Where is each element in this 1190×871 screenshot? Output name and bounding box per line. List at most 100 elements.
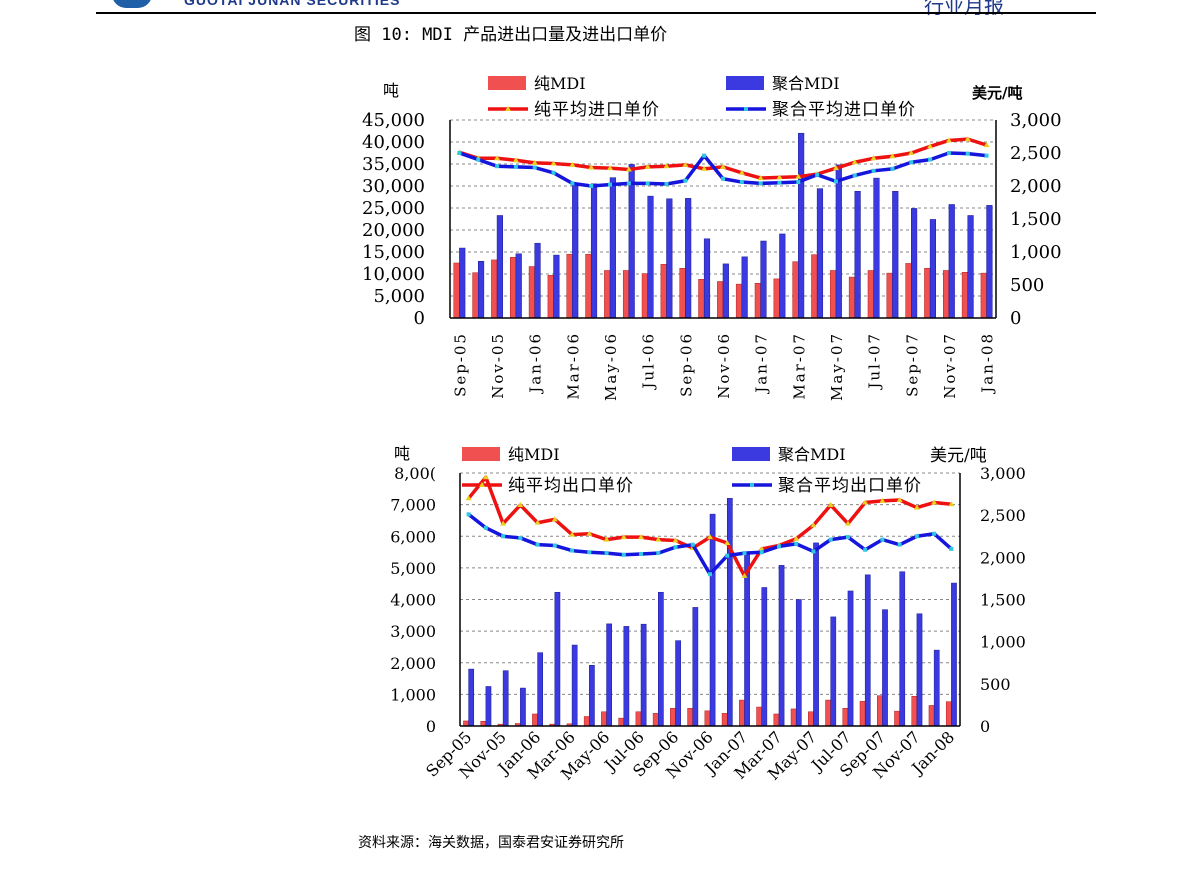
chart1-bar-pure (528, 266, 535, 319)
chart1-xtick-label: May-07 (828, 332, 846, 401)
chart2-marker-polymer (535, 542, 540, 547)
chart2-marker-pure (500, 520, 507, 526)
chart2-bar-polymer (864, 574, 871, 727)
chart1-bar-polymer (685, 198, 692, 319)
chart2-marker-pure (551, 516, 558, 522)
chart2-bar-polymer (606, 623, 612, 727)
chart1-ytick-right: 0 (1010, 308, 1021, 329)
chart2-marker-pure (810, 522, 817, 528)
chart2-ytick-left: 6,000 (390, 527, 436, 546)
chart2-bar-polymer (709, 513, 716, 727)
chart2-marker-pure (534, 519, 541, 525)
chart2-marker-pure (758, 545, 765, 551)
chart2-marker-pure (569, 531, 576, 537)
chart2-marker-pure (793, 535, 800, 541)
chart1-bar-pure (547, 275, 554, 319)
chart1-marker-pure (870, 155, 877, 161)
chart2-legend-label-pure-bar: 纯MDI (508, 445, 560, 464)
chart2-marker-pure (931, 499, 938, 505)
chart2-bar-pure (670, 708, 676, 727)
chart2-marker-pure (741, 572, 748, 578)
chart2-bar-pure (808, 711, 814, 727)
chart2-ylabel-left: 吨 (394, 444, 410, 463)
chart1-xtick-label: Jan-07 (753, 332, 771, 395)
chart1-ylabel-right: 美元/吨 (972, 84, 1022, 102)
chart2-bar-polymer (830, 616, 837, 727)
chart1-marker-polymer (702, 153, 707, 158)
chart2-legend-swatch-polymer-bar (732, 447, 770, 461)
chart1-xtick-label: Nov-05 (489, 332, 507, 399)
chart1-bar-polymer (722, 263, 729, 319)
chart2-ytick-right: 1,500 (980, 591, 1026, 610)
chart2-marker-polymer (708, 572, 712, 577)
chart2-marker-polymer (552, 543, 557, 548)
chart2-bar-pure (721, 713, 728, 727)
chart1-marker-pure (738, 169, 745, 175)
chart2-marker-polymer (725, 553, 730, 558)
chart1-marker-polymer (833, 179, 838, 184)
chart1-legend-label-pure-bar: 纯MDI (534, 74, 586, 93)
chart1-ytick-right: 500 (1010, 275, 1044, 296)
chart2-marker-polymer (932, 531, 937, 536)
chart1-marker-polymer (815, 172, 820, 177)
chart1-marker-polymer (495, 164, 500, 169)
chart1-bar-pure (472, 272, 479, 319)
chart1-bar-polymer (496, 215, 503, 319)
chart1-bar-pure (698, 279, 705, 319)
chart1-marker-polymer (909, 160, 914, 165)
chart1-bar-polymer (477, 260, 485, 319)
chart1-legend-label-polymer-line: 聚合平均进口单价 (772, 100, 916, 120)
chart2-ytick-right: 3,000 (980, 464, 1026, 483)
chart2-ytick-left: 7,000 (390, 496, 436, 515)
chart1-marker-polymer (946, 151, 951, 155)
chart2-ytick-left: 1,000 (390, 685, 436, 704)
chart1-bar-pure (792, 261, 799, 319)
chart2-marker-pure (586, 530, 593, 536)
chart2-legend-marker-pure (479, 482, 485, 487)
chart1-bar-polymer (911, 208, 918, 319)
chart2-bar-pure (928, 705, 935, 727)
chart2-ytick-left: 3,000 (390, 622, 436, 641)
chart1-bar-polymer (741, 256, 748, 319)
chart1-bar-pure (491, 259, 498, 319)
chart2-ytick-left: 5,000 (390, 559, 436, 578)
chart2-bar-pure (859, 701, 866, 727)
chart1-ytick-left: 40,000 (362, 132, 425, 153)
chart1-marker-pure (625, 166, 632, 172)
chart1-marker-polymer (626, 181, 631, 186)
chart2-bar-polymer (589, 665, 595, 727)
chart2-marker-polymer (949, 546, 954, 551)
chart1-xtick-label: Jan-06 (527, 332, 545, 395)
chart2-marker-pure (879, 497, 886, 503)
chart2-ylabel-right: 美元/吨 (930, 446, 987, 466)
chart1-xtick-label: Jul-07 (866, 332, 884, 391)
chart1-marker-polymer (721, 176, 725, 181)
chart1-xtick-label: Mar-07 (790, 332, 808, 400)
chart2-marker-pure (913, 504, 920, 510)
chart2-bar-pure (601, 711, 607, 727)
chart1-bar-polymer (553, 254, 560, 319)
chart1-ylabel-left: 吨 (383, 81, 399, 100)
chart2-marker-polymer (501, 534, 506, 539)
chart1-bar-polymer (647, 195, 654, 319)
chart2-bar-polymer (502, 670, 509, 727)
chart1-marker-pure (945, 137, 952, 143)
chart2-marker-pure (948, 501, 955, 507)
chart1-marker-polymer (570, 181, 575, 186)
source-note: 资料来源：海关数据，国泰君安证券研究所 (358, 835, 624, 851)
chart1-marker-pure (494, 155, 501, 161)
chart2-bar-pure (618, 717, 625, 727)
chart1-legend-swatch-polymer-bar (726, 76, 764, 90)
chart1-marker-pure (531, 159, 538, 165)
chart1-bar-pure (943, 270, 950, 319)
chart1-bar-polymer (515, 253, 522, 319)
chart2-bar-polymer (640, 623, 647, 727)
chart2-marker-polymer (673, 545, 678, 550)
chart2-marker-polymer (759, 550, 764, 555)
chart2-marker-polymer (776, 544, 781, 549)
chart1-marker-pure (795, 173, 802, 179)
chart1-marker-pure (701, 165, 708, 171)
chart1-ytick-right: 1,000 (1010, 242, 1062, 263)
chart2-marker-polymer (914, 534, 919, 539)
